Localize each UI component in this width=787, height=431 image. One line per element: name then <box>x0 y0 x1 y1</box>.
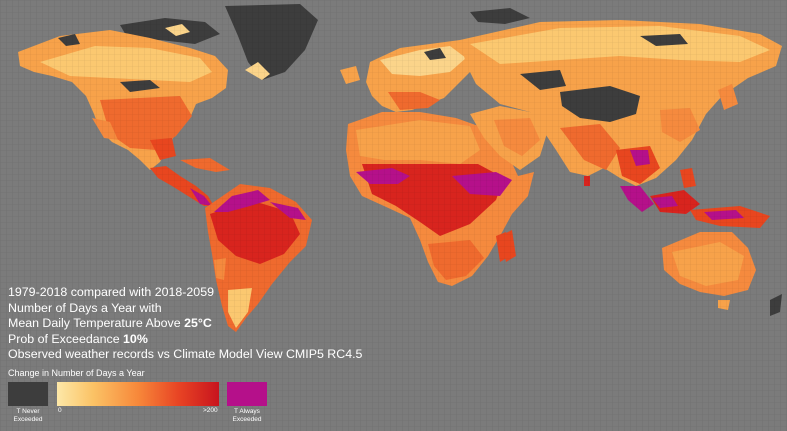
probability-value: 10% <box>123 331 148 346</box>
legend-max-label: >200 <box>203 407 218 414</box>
legend-never-line1: T Never <box>16 408 40 415</box>
legend-min-label: 0 <box>58 407 62 414</box>
metric-label: Number of Days a Year with <box>8 300 162 315</box>
data-source: Observed weather records vs Climate Mode… <box>8 347 363 362</box>
legend-always-swatch <box>227 382 267 406</box>
legend-gradient <box>57 382 219 406</box>
map-description: 1979-2018 compared with 2018-2059 Number… <box>8 285 362 363</box>
legend-never-label: T Never Exceeded <box>8 408 48 423</box>
legend-title: Change in Number of Days a Year <box>8 368 145 378</box>
probability-of-exceedance: Prob of Exceedance 10% <box>8 332 362 348</box>
temperature-threshold: Mean Daily Temperature Above 25°C <box>8 316 362 332</box>
legend-always-line2: Exceeded <box>232 415 262 423</box>
period-comparison: 1979-2018 compared with 2018-2059 <box>8 285 214 299</box>
legend-always-line1: T Always <box>234 408 260 415</box>
probability-text: Prob of Exceedance <box>8 331 124 346</box>
legend-always-label: T Always Exceeded <box>222 408 272 423</box>
legend-never-swatch <box>8 382 48 406</box>
legend-never-line2: Exceeded <box>13 415 43 423</box>
temperature-threshold-text: Mean Daily Temperature Above <box>8 316 185 331</box>
temperature-threshold-value: 25°C <box>184 316 212 331</box>
